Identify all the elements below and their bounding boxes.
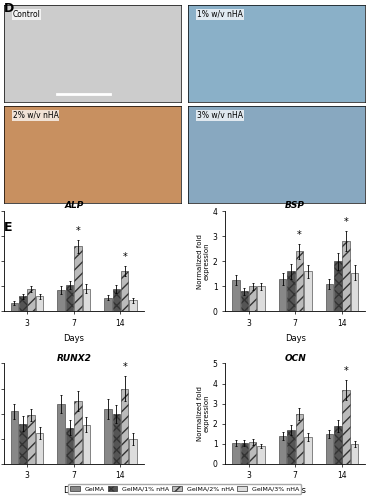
Bar xyxy=(296,414,303,464)
Text: *: * xyxy=(76,226,80,236)
Bar xyxy=(27,289,35,312)
Bar xyxy=(279,279,286,312)
Bar xyxy=(36,432,44,464)
Bar xyxy=(57,290,65,312)
X-axis label: Days: Days xyxy=(285,334,306,342)
Bar xyxy=(83,289,90,312)
Bar xyxy=(351,272,358,312)
Y-axis label: Normalized fold
expression: Normalized fold expression xyxy=(197,386,210,441)
X-axis label: Days: Days xyxy=(63,334,84,342)
Bar xyxy=(83,424,90,464)
Text: E: E xyxy=(4,221,12,234)
Bar xyxy=(296,252,303,312)
X-axis label: Days: Days xyxy=(63,486,84,495)
Bar xyxy=(334,426,342,464)
Bar xyxy=(11,302,18,312)
Bar xyxy=(11,411,18,464)
Bar xyxy=(249,286,256,312)
Bar xyxy=(257,446,265,464)
Bar xyxy=(74,246,82,312)
Bar xyxy=(342,390,350,464)
Bar xyxy=(325,434,333,464)
Text: *: * xyxy=(122,362,127,372)
Title: BSP: BSP xyxy=(285,202,305,210)
Bar xyxy=(241,442,248,464)
Bar xyxy=(304,436,312,464)
Bar xyxy=(334,262,342,312)
Text: *: * xyxy=(297,230,302,240)
Title: RUNX2: RUNX2 xyxy=(56,354,91,362)
X-axis label: Days: Days xyxy=(285,486,306,495)
Bar xyxy=(257,286,265,312)
Bar xyxy=(36,296,44,312)
Bar xyxy=(74,401,82,464)
Bar xyxy=(19,296,27,312)
Text: *: * xyxy=(344,218,349,228)
Bar xyxy=(325,284,333,312)
Legend: GelMA, GelMA/1% nHA, GelMA/2% nHA, GelMA/3% nHA: GelMA, GelMA/1% nHA, GelMA/2% nHA, GelMA… xyxy=(68,484,301,494)
Bar xyxy=(66,428,73,464)
Y-axis label: Normalized fold
expression: Normalized fold expression xyxy=(197,234,210,289)
Text: *: * xyxy=(122,252,127,262)
Bar xyxy=(241,292,248,312)
Bar xyxy=(342,242,350,312)
Text: 3% w/v nHA: 3% w/v nHA xyxy=(197,111,243,120)
Bar xyxy=(287,272,295,312)
Bar xyxy=(104,298,112,312)
Bar xyxy=(232,442,240,464)
Text: Control: Control xyxy=(13,10,41,19)
Bar xyxy=(279,436,286,464)
Bar xyxy=(351,444,358,464)
Bar xyxy=(249,442,256,464)
Bar xyxy=(57,404,65,464)
Bar xyxy=(129,300,137,312)
Bar xyxy=(121,388,128,464)
Bar xyxy=(113,289,120,312)
Bar xyxy=(113,414,120,464)
Text: 2% w/v nHA: 2% w/v nHA xyxy=(13,111,58,120)
Bar xyxy=(66,285,73,312)
Bar xyxy=(304,272,312,312)
Text: *: * xyxy=(344,366,349,376)
Bar xyxy=(287,430,295,464)
Bar xyxy=(129,438,137,464)
Bar xyxy=(19,424,27,464)
Bar xyxy=(27,414,35,464)
Text: 1% w/v nHA: 1% w/v nHA xyxy=(197,10,243,19)
Title: ALP: ALP xyxy=(64,202,83,210)
Bar xyxy=(121,272,128,312)
Text: D: D xyxy=(4,2,14,16)
Bar xyxy=(232,280,240,312)
Bar xyxy=(104,408,112,464)
Title: OCN: OCN xyxy=(284,354,306,362)
